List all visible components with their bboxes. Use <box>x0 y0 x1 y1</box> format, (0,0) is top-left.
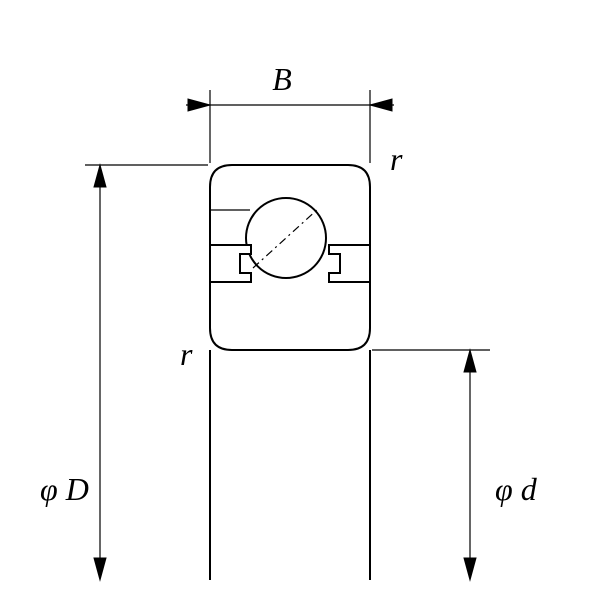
label-r-bottom: r <box>180 336 193 372</box>
labels: B r r φ D φ d <box>40 61 538 507</box>
label-D: φ D <box>40 471 89 507</box>
arrow-d-top <box>464 350 476 372</box>
arrow-D-bottom <box>94 558 106 580</box>
ext-lines-B <box>210 90 370 163</box>
arrow-D-top <box>94 165 106 187</box>
label-r-top: r <box>390 141 403 177</box>
bearing-diagram: B r r φ D φ d <box>0 0 600 600</box>
dimension-lines <box>100 105 470 560</box>
label-B: B <box>272 61 292 97</box>
bearing-ball <box>246 198 326 278</box>
retainer-left <box>211 245 251 282</box>
retainer-right <box>329 245 369 282</box>
label-d: φ d <box>495 471 538 507</box>
arrowheads <box>94 99 476 580</box>
bearing-body <box>210 165 370 350</box>
shaft-lines <box>210 350 370 580</box>
arrow-d-bottom <box>464 558 476 580</box>
